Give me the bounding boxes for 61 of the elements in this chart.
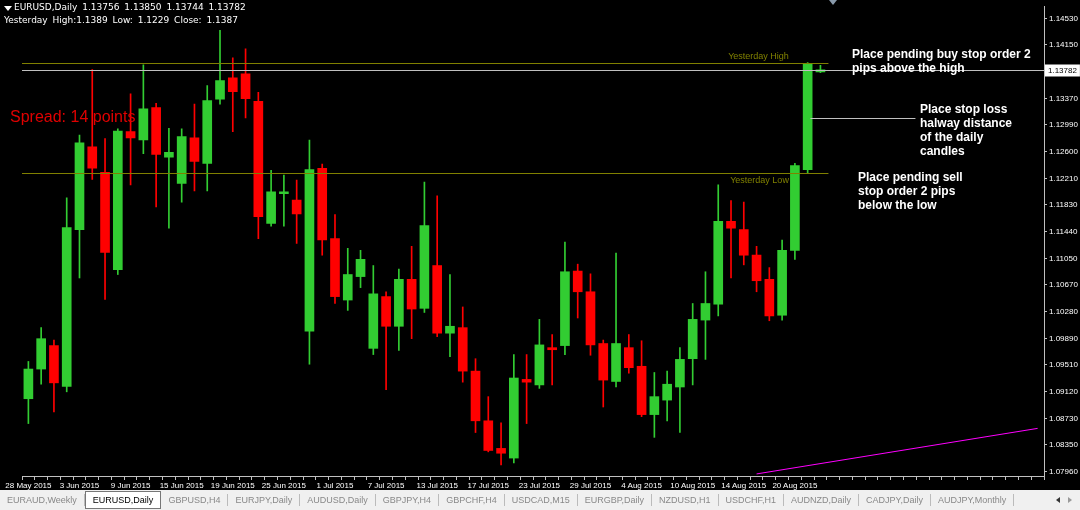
y-tick-label: 1.08730 — [1049, 413, 1079, 423]
x-tick-label: 10 Aug 2015 — [670, 481, 716, 490]
y-tick-label: 1.10670 — [1049, 280, 1079, 290]
x-tick-label: 20 Aug 2015 — [772, 481, 818, 490]
x-tick-label: 3 Jun 2015 — [59, 481, 100, 490]
x-tick-label: 28 May 2015 — [5, 481, 53, 490]
y-tick-label: 1.09120 — [1049, 387, 1079, 397]
y-tick-label: 1.14530 — [1049, 13, 1079, 23]
candlestick — [726, 200, 736, 279]
text: Yesterday High:1.1389 Low: 1.1229 Close: 1.1387 — [4, 15, 238, 25]
y-tick-label: 1.12990 — [1049, 119, 1079, 129]
text: GBPCHF,H4 — [439, 494, 505, 506]
y-tick-label: 1.14150 — [1049, 39, 1079, 49]
x-tick-label: 15 Jun 2015 — [159, 481, 205, 490]
x-tick-label: 14 Aug 2015 — [721, 481, 767, 490]
x-tick-label: 9 Jun 2015 — [110, 481, 151, 490]
x-tick-label: 17 Jul 2015 — [467, 481, 510, 490]
candlestick — [279, 174, 289, 227]
text: EURJPY,Daily — [228, 494, 301, 506]
y-tick-label: 1.12210 — [1049, 173, 1079, 183]
candlestick — [227, 57, 238, 133]
text: USDCHF,H1 — [718, 494, 785, 506]
y-tick-label: 1.11050 — [1049, 253, 1078, 263]
text: AUDJPY,Monthly — [930, 494, 1015, 506]
annotation: Place stop loss halway distance of the daily candles — [920, 102, 1013, 159]
y-tick-label: 1.10280 — [1049, 306, 1079, 316]
x-tick-label: 13 Jul 2015 — [416, 481, 459, 490]
chart-title: EURUSD,Daily 1.13756 1.13850 1.13744 1.13782 — [14, 2, 246, 12]
candlestick — [547, 334, 557, 386]
text: EURGBP,Daily — [577, 494, 653, 506]
x-tick-label: 29 Jul 2015 — [569, 481, 612, 490]
text: AUDUSD,Daily — [300, 494, 376, 506]
y-tick-label: 1.13370 — [1049, 93, 1079, 103]
text: AUDNZD,Daily — [784, 494, 860, 506]
x-tick-label: 1 Jul 2015 — [316, 481, 354, 490]
text: USDCAD,M15 — [504, 494, 578, 506]
text: GBPUSD,H4 — [161, 494, 229, 506]
ref-line-label: Yesterday High — [728, 51, 789, 62]
y-tick-label: 1.07960 — [1049, 467, 1079, 477]
y-tick-label: 1.09890 — [1049, 333, 1079, 343]
annotation: Place pending sell stop order 2 pips below the low — [858, 170, 963, 213]
x-tick-label: 19 Jun 2015 — [210, 481, 256, 490]
y-tick-label: 1.11830 — [1049, 200, 1078, 210]
candlestick — [496, 422, 506, 466]
x-tick-label: 23 Jul 2015 — [518, 481, 561, 490]
y-tick-label: 1.09510 — [1049, 360, 1079, 370]
candlestick — [445, 274, 455, 357]
text: CADJPY,Daily — [859, 494, 931, 506]
text: GBPJPY,H4 — [375, 494, 440, 506]
y-tick-label: 1.12600 — [1049, 146, 1079, 156]
text: EURUSD,Daily — [84, 491, 162, 509]
text: EURAUD,Weekly — [0, 494, 85, 506]
y-tick-label: 1.11440 — [1049, 226, 1078, 236]
candlestick — [164, 127, 174, 229]
text: NZDUSD,H1 — [652, 494, 719, 506]
x-tick-label: 7 Jul 2015 — [367, 481, 406, 490]
ref-line-label: 1.13782 — [1048, 65, 1078, 75]
y-tick-label: 1.08350 — [1049, 440, 1079, 450]
ref-line-label: Yesterday Low — [730, 175, 790, 186]
x-tick-label: 25 Jun 2015 — [261, 481, 307, 490]
x-tick-label: 4 Aug 2015 — [621, 481, 663, 490]
